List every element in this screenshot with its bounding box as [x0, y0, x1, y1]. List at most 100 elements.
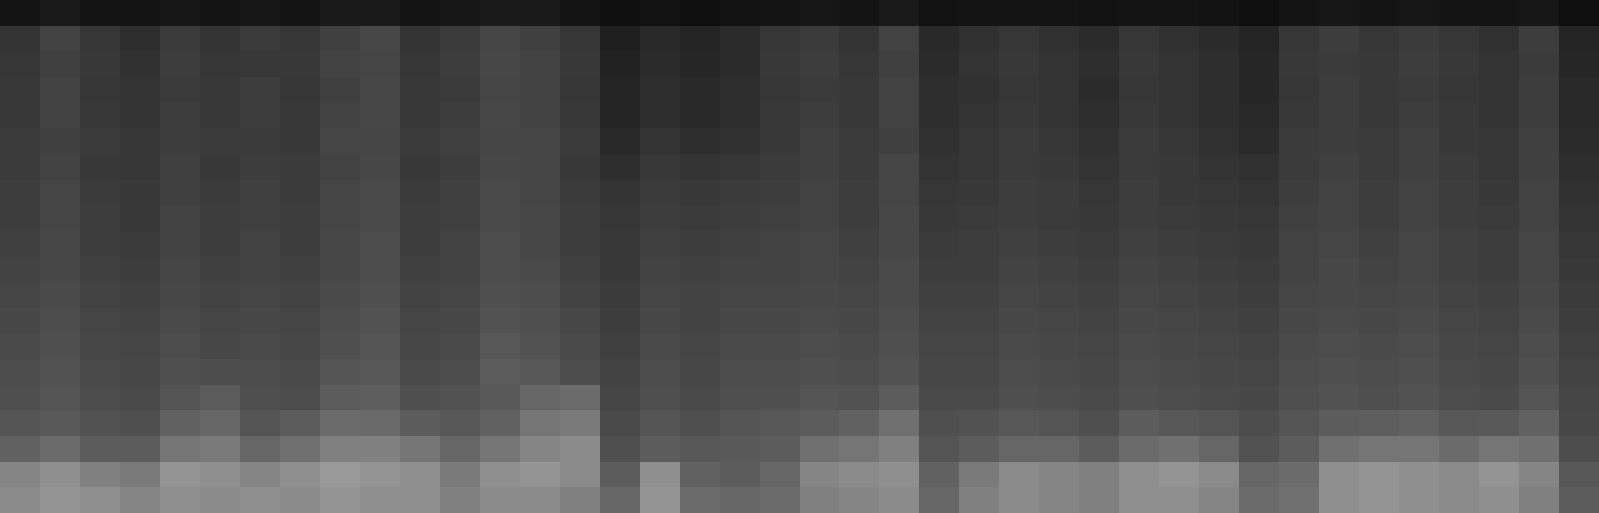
heatmap-cell: [280, 128, 320, 154]
heatmap-cell: [600, 257, 640, 283]
heatmap-cell: [1479, 462, 1519, 488]
heatmap-cell: [680, 333, 720, 359]
heatmap-cell: [1119, 205, 1159, 231]
heatmap-cell: [280, 26, 320, 52]
heatmap-cell: [800, 462, 840, 488]
heatmap-cell: [520, 462, 560, 488]
heatmap-cell: [1199, 257, 1239, 283]
heatmap-cell: [1039, 231, 1079, 257]
heatmap-cell: [999, 0, 1039, 26]
heatmap-cell: [1319, 462, 1359, 488]
heatmap-cell: [1519, 77, 1559, 103]
heatmap-cell: [280, 487, 320, 513]
heatmap-cell: [1159, 257, 1199, 283]
heatmap-cell: [1199, 385, 1239, 411]
heatmap-cell: [600, 385, 640, 411]
heatmap-cell: [320, 410, 360, 436]
heatmap-cell: [480, 154, 520, 180]
heatmap-cell: [320, 487, 360, 513]
heatmap-cell: [1079, 257, 1119, 283]
heatmap-cell: [480, 257, 520, 283]
heatmap-cell: [320, 0, 360, 26]
heatmap-cell: [560, 77, 600, 103]
heatmap-cell: [160, 51, 200, 77]
heatmap-cell: [1439, 128, 1479, 154]
heatmap-cell: [120, 257, 160, 283]
heatmap-cell: [600, 487, 640, 513]
heatmap-cell: [1199, 410, 1239, 436]
heatmap-cell: [1439, 26, 1479, 52]
heatmap-cell: [40, 205, 80, 231]
heatmap-cell: [0, 231, 40, 257]
heatmap-cell: [1479, 0, 1519, 26]
heatmap-cell: [800, 410, 840, 436]
heatmap-cell: [1239, 26, 1279, 52]
heatmap-cell: [1239, 359, 1279, 385]
heatmap-cell: [0, 385, 40, 411]
heatmap-cell: [400, 180, 440, 206]
heatmap-cell: [720, 0, 760, 26]
heatmap-cell: [1199, 308, 1239, 334]
heatmap-cell: [1239, 410, 1279, 436]
heatmap-cell: [1319, 308, 1359, 334]
heatmap-cell: [400, 51, 440, 77]
heatmap-cell: [839, 26, 879, 52]
heatmap-cell: [40, 462, 80, 488]
heatmap-cell: [160, 359, 200, 385]
heatmap-cell: [1239, 154, 1279, 180]
heatmap-cell: [1279, 410, 1319, 436]
heatmap-cell: [1519, 333, 1559, 359]
heatmap-cell: [1119, 257, 1159, 283]
heatmap-cell: [1119, 410, 1159, 436]
heatmap-cell: [959, 333, 999, 359]
heatmap-cell: [200, 0, 240, 26]
heatmap-cell: [720, 333, 760, 359]
heatmap-cell: [999, 487, 1039, 513]
heatmap-cell: [839, 231, 879, 257]
heatmap-cell: [1279, 154, 1319, 180]
heatmap-cell: [999, 180, 1039, 206]
heatmap-cell: [1279, 333, 1319, 359]
heatmap-cell: [640, 257, 680, 283]
heatmap-cell: [1239, 103, 1279, 129]
heatmap-cell: [1199, 26, 1239, 52]
heatmap-cell: [560, 128, 600, 154]
heatmap-cell: [400, 205, 440, 231]
heatmap-cell: [1439, 436, 1479, 462]
heatmap-cell: [680, 205, 720, 231]
heatmap-cell: [1159, 205, 1199, 231]
heatmap-cell: [1079, 154, 1119, 180]
heatmap-cell: [320, 385, 360, 411]
heatmap-cell: [1399, 128, 1439, 154]
heatmap-cell: [1159, 333, 1199, 359]
heatmap-cell: [360, 333, 400, 359]
heatmap-cell: [480, 436, 520, 462]
heatmap-cell: [80, 0, 120, 26]
heatmap-cell: [1159, 359, 1199, 385]
heatmap-cell: [200, 487, 240, 513]
heatmap-cell: [1399, 333, 1439, 359]
heatmap-cell: [280, 282, 320, 308]
heatmap-cell: [959, 462, 999, 488]
heatmap-cell: [1199, 359, 1239, 385]
heatmap-cell: [0, 282, 40, 308]
heatmap-cell: [1079, 77, 1119, 103]
heatmap-cell: [879, 257, 919, 283]
heatmap-cell: [1399, 257, 1439, 283]
heatmap-cell: [0, 128, 40, 154]
heatmap-cell: [959, 205, 999, 231]
heatmap-cell: [480, 77, 520, 103]
heatmap-cell: [879, 282, 919, 308]
heatmap-cell: [999, 103, 1039, 129]
heatmap-cell: [120, 26, 160, 52]
heatmap-cell: [1479, 282, 1519, 308]
heatmap-cell: [200, 257, 240, 283]
background: [0, 0, 1599, 513]
heatmap-cell: [120, 205, 160, 231]
heatmap-cell: [839, 128, 879, 154]
heatmap-cell: [440, 308, 480, 334]
heatmap-cell: [720, 487, 760, 513]
heatmap-cell: [1079, 410, 1119, 436]
heatmap-cell: [999, 257, 1039, 283]
heatmap-cell: [1239, 180, 1279, 206]
